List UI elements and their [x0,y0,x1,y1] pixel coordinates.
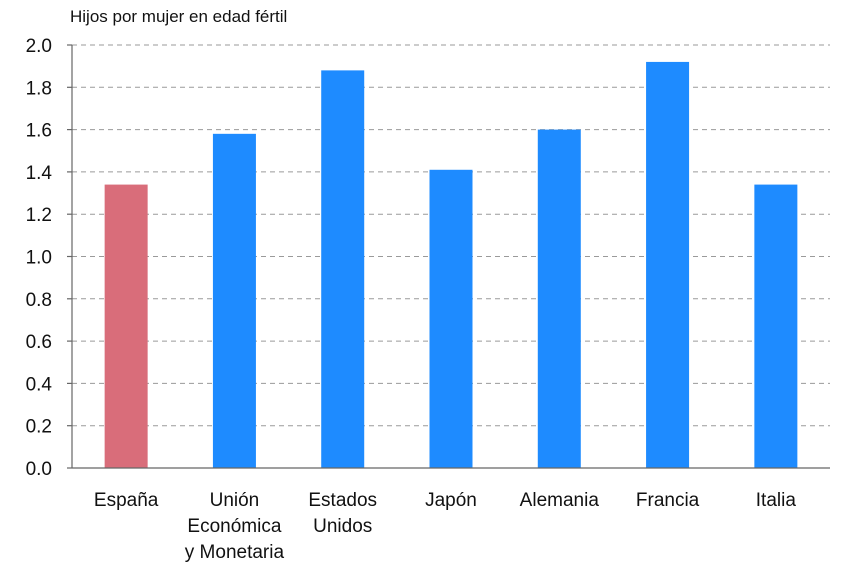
bar [646,61,690,469]
x-tick-label: Unión [210,490,260,511]
x-tick-label: Unidos [313,516,372,537]
x-tick-label: Italia [756,490,797,511]
y-tick-label: 0.2 [26,417,52,438]
y-tick-label: 1.8 [26,78,52,99]
y-tick-label: 1.0 [26,248,52,269]
bar [429,169,473,468]
bar [754,184,798,468]
bars [104,61,798,469]
y-axis-title: Hijos por mujer en edad fértil [70,7,287,26]
x-tick-label: Económica [187,516,281,537]
y-tick-label: 1.4 [26,163,53,184]
x-tick-label: Francia [636,490,700,511]
y-tick-label: 0.0 [26,459,52,480]
x-tick-label: Japón [425,490,477,511]
x-tick-label: Alemania [520,490,600,511]
bar [537,129,581,468]
x-tick-label: Estados [308,490,377,511]
y-tick-label: 0.6 [26,332,52,353]
y-axis-ticks: 0.0 0.2 0.4 0.6 0.8 1.0 1.2 1.4 1.6 1.8 2.0 [26,36,53,480]
bar [212,133,256,468]
y-tick-label: 1.2 [26,205,52,226]
y-tick-label: 1.6 [26,121,52,142]
y-tick-label: 0.4 [26,374,53,395]
x-tick-label: y Monetaria [185,542,285,563]
bar [104,184,148,468]
y-tick-label: 0.8 [26,290,52,311]
x-axis-labels: España Unión Económica y Monetaria Estados Un… [94,490,796,563]
axes [67,44,830,469]
bar [321,70,365,468]
y-tick-label: 2.0 [26,36,52,57]
x-tick-label: España [94,490,159,511]
